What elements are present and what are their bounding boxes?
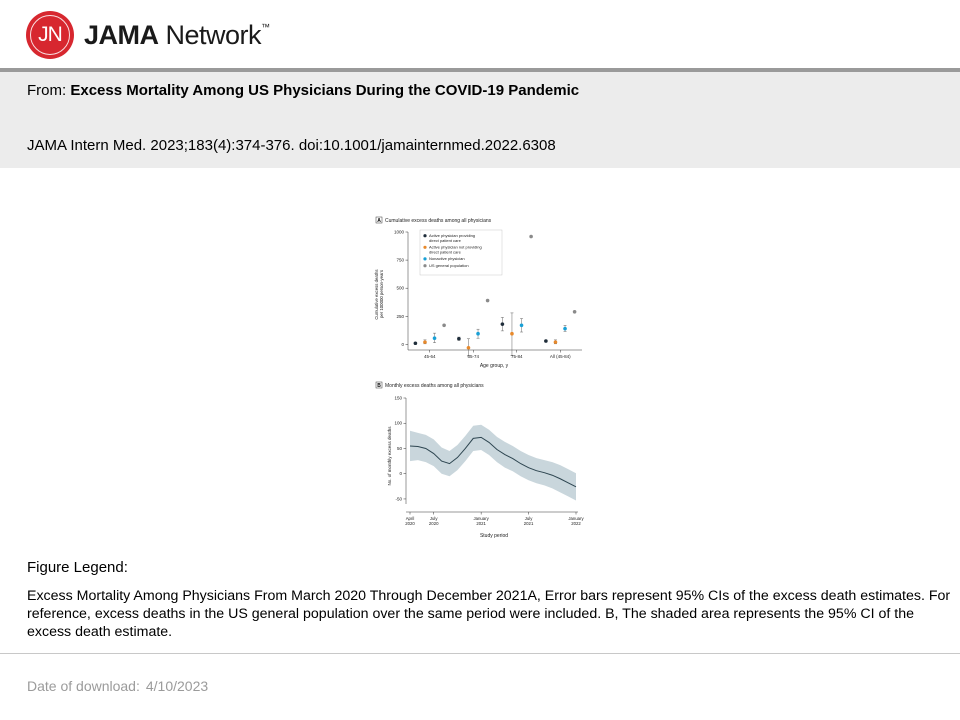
panel-a-legend-label-line: direct patient care: [429, 249, 462, 254]
panel-a-xlabel: Age group, y: [480, 363, 509, 369]
panel-b-x-tick-year: 2020: [429, 521, 439, 526]
panel-a-legend-label: Active physician providing direct patient…: [429, 233, 475, 243]
panel-a-legend-swatch: [423, 264, 427, 268]
panel-a-y-tick-label: 250: [396, 314, 404, 319]
panel-b-x-tick-label: July 2020: [429, 516, 439, 526]
panel-a-x-tick-label: 45-64: [424, 354, 436, 359]
panel-a-point: [485, 298, 490, 303]
panel-a-ylabel: Cumulative excess deaths per 100000 pers…: [374, 268, 384, 319]
header-divider: [0, 68, 960, 72]
svg-text:B: B: [377, 383, 381, 389]
brand-name[interactable]: JAMA Network™: [84, 20, 270, 51]
panel-a-y-tick-label: 1000: [394, 230, 405, 235]
panel-b-x-tick-month: July: [525, 516, 533, 521]
trademark-symbol: ™: [261, 22, 270, 32]
panel-a-legend-label-line: US general population: [429, 263, 469, 268]
panel-b-x-tick-year: 2021: [524, 521, 534, 526]
panel-b-x-tick-month: April: [406, 516, 415, 521]
panel-a-x-axis: 45-64 65-74 75-84 All (45-84): [408, 349, 582, 359]
panel-a-point: [510, 331, 514, 336]
panel-a-title: Cumulative excess deaths among all physi…: [385, 218, 492, 224]
article-title: Excess Mortality Among US Physicians Dur…: [70, 82, 580, 99]
panel-b-y-tick-label: 100: [394, 421, 402, 426]
panel-b: B Monthly excess deaths among all physic…: [375, 381, 584, 539]
svg-text:A: A: [377, 218, 381, 224]
panel-a-point: [476, 331, 480, 336]
figure-legend-heading: Figure Legend:: [27, 559, 128, 576]
panel-a-legend-label-line: direct patient care: [429, 238, 462, 243]
panel-a-legend-swatch: [423, 245, 427, 249]
brand-name-bold: JAMA: [84, 20, 159, 50]
panel-b-y-tick-label: 0: [399, 471, 402, 476]
panel-a-legend-label-line: Nonactive physician: [429, 256, 465, 261]
panel-b-x-tick-label: April 2020: [405, 516, 415, 526]
panel-b-y-axis: -50 0 50 100 150: [394, 396, 407, 504]
panel-b-x-tick-month: January: [568, 516, 584, 521]
panel-a-point: [544, 339, 548, 343]
panel-a-legend-label: Nonactive physician: [429, 256, 465, 261]
panel-b-x-tick-label: January 2022: [568, 516, 584, 526]
panel-b-ylabel: No. of monthly excess deaths: [387, 426, 392, 486]
article-info-band: [0, 72, 960, 168]
panel-b-x-tick-month: July: [430, 516, 438, 521]
panel-b-x-tick-label: July 2021: [524, 516, 534, 526]
panel-a-y-tick-label: 0: [401, 342, 404, 347]
panel-a-x-tick-label: All (45-84): [550, 354, 571, 359]
jama-network-logo-icon[interactable]: JN: [26, 11, 74, 59]
panel-a-point: [572, 309, 577, 314]
panel-a-point: [529, 234, 533, 239]
panel-b-ci-band: [410, 424, 576, 501]
panel-b-x-tick-label: January 2021: [473, 516, 489, 526]
from-label: From:: [27, 82, 71, 99]
panel-b-estimate-line: [409, 436, 577, 488]
panel-a-ylabel-line1: Cumulative excess deaths: [374, 270, 379, 320]
panel-b-title: Monthly excess deaths among all physicia…: [385, 383, 484, 389]
panel-a-point: [442, 323, 446, 328]
panel-a-point: [466, 345, 471, 350]
panel-b-x-tick-month: January: [473, 516, 489, 521]
panel-a-point: [519, 323, 524, 328]
article-from-line: From: Excess Mortality Among US Physicia…: [27, 82, 579, 99]
download-label: Date of download:: [27, 678, 140, 694]
panel-b-y-tick-label: -50: [395, 496, 402, 501]
panel-a-legend-swatch: [423, 234, 427, 238]
panel-a-point: [413, 341, 418, 346]
panel-a-marks: [413, 234, 577, 356]
panel-a-legend: Active physician providing direct patient…: [419, 229, 503, 276]
panel-a-point: [432, 336, 437, 340]
panel-b-x-tick-year: 2021: [476, 521, 486, 526]
panel-a-point: [563, 326, 567, 331]
panel-a-ylabel-line2: per 100000 person-years: [379, 270, 384, 318]
panel-a-x-tick-label: 65-74: [467, 354, 479, 359]
panel-a-legend-swatch: [423, 257, 427, 261]
panel-a-y-tick-label: 750: [396, 258, 404, 263]
panel-a-legend-label-line: Active physician providing: [429, 233, 475, 238]
article-citation: JAMA Intern Med. 2023;183(4):374-376. do…: [27, 137, 556, 154]
panel-b-x-tick-year: 2020: [405, 521, 415, 526]
panel-a-x-tick-label: 75-84: [511, 354, 523, 359]
panel-a-point: [457, 336, 461, 341]
panel-a-point: [423, 340, 427, 344]
panel-a-y-axis: 0 250 500 750 1000: [394, 230, 409, 350]
figure-legend-text: Excess Mortality Among Physicians From M…: [27, 588, 951, 640]
download-info: Date of download: 4/10/2023: [27, 678, 208, 694]
panel-b-x-tick-year: 2022: [571, 521, 581, 526]
panel-a-y-tick-label: 500: [396, 286, 404, 291]
panel-a-legend-label: Active physician not providing direct pat…: [429, 245, 482, 255]
panel-a-point: [553, 340, 558, 344]
figure: A Cumulative excess deaths among all phy…: [374, 216, 584, 539]
panel-b-y-tick-label: 150: [394, 396, 402, 401]
panel-a-legend-label-line: Active physician not providing: [429, 245, 482, 250]
panel-b-xlabel: Study period: [480, 533, 508, 539]
download-date: 4/10/2023: [145, 678, 209, 694]
panel-b-y-tick-label: 50: [397, 446, 403, 451]
footer-divider: [0, 653, 960, 654]
panel-a: A Cumulative excess deaths among all phy…: [374, 216, 582, 369]
panel-a-legend-label: US general population: [429, 263, 469, 268]
site-header: JN JAMA Network™: [0, 0, 960, 68]
panel-a-point: [500, 322, 505, 326]
brand-name-rest: Network: [158, 20, 262, 50]
